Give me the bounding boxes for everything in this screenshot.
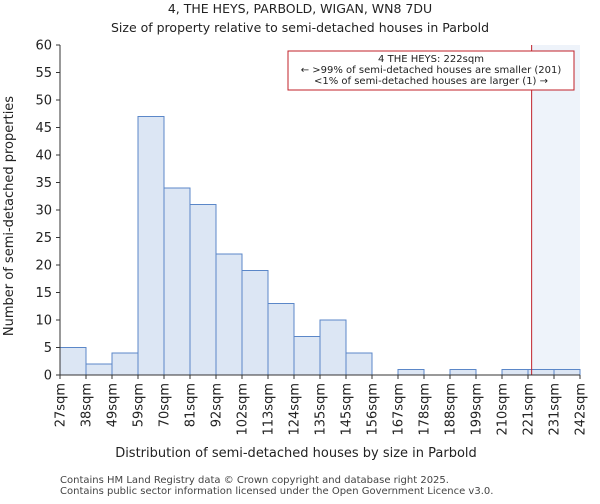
y-tick-label: 30 <box>35 204 52 219</box>
bar-70sqm <box>163 187 191 376</box>
bar-188sqm <box>449 369 477 376</box>
x-tick-label: 70sqm <box>158 383 173 427</box>
bar-124sqm <box>293 336 321 376</box>
bar-167sqm <box>397 369 425 376</box>
y-tick-label: 0 <box>44 369 52 384</box>
x-tick-label: 231sqm <box>548 383 563 436</box>
x-tick-label: 38sqm <box>80 383 95 427</box>
bar-92sqm <box>215 253 243 376</box>
chart-subtitle: Size of property relative to semi-detach… <box>111 20 489 35</box>
y-tick-label: 15 <box>35 286 52 301</box>
plot-area: 0 5 10 15 20 25 30 35 40 45 50 55 60 27sqm 38sqm 49sqm… <box>35 39 588 436</box>
annotation-border <box>287 50 575 91</box>
x-tick-label: 242sqm <box>574 383 589 436</box>
annotation-line-1: 4 THE HEYS: 222sqm <box>378 54 484 65</box>
x-tick-label: 27sqm <box>54 383 69 427</box>
x-tick-label: 178sqm <box>418 383 433 436</box>
y-tick-label: 25 <box>35 231 52 246</box>
x-tick-label: 81sqm <box>184 383 199 427</box>
bar-49sqm <box>111 352 139 376</box>
y-tick-label: 35 <box>35 176 52 191</box>
x-tick-label: 167sqm <box>392 383 407 436</box>
y-tick-label: 40 <box>35 149 52 164</box>
x-ticks: 27sqm 38sqm 49sqm 59sqm 70sqm 81sqm 92sqm 102sq… <box>54 375 589 436</box>
bar-113sqm <box>267 303 295 376</box>
x-tick-label: 102sqm <box>236 383 251 436</box>
bar-27sqm <box>59 347 87 376</box>
y-tick-label: 55 <box>35 66 52 81</box>
x-tick-label: 221sqm <box>522 383 537 436</box>
footer-line-2: Contains public sector information licen… <box>60 486 493 497</box>
bar-231sqm <box>553 369 581 376</box>
annotation-box: 4 THE HEYS: 222sqm ← >99% of semi-detach… <box>287 50 575 91</box>
larger-region-shade <box>531 45 580 375</box>
bar-210sqm <box>501 369 529 376</box>
x-tick-label: 135sqm <box>314 383 329 436</box>
chart-title: 4, THE HEYS, PARBOLD, WIGAN, WN8 7DU <box>168 1 432 16</box>
x-tick-label: 113sqm <box>262 383 277 436</box>
y-tick-label: 5 <box>44 341 52 356</box>
annotation-line-3: <1% of semi-detached houses are larger (… <box>314 76 548 87</box>
y-tick-label: 50 <box>35 94 52 109</box>
x-tick-label: 188sqm <box>444 383 459 436</box>
bar-38sqm <box>85 363 113 376</box>
x-axis-label: Distribution of semi-detached houses by … <box>115 446 477 461</box>
annotation-line-2: ← >99% of semi-detached houses are small… <box>301 65 562 76</box>
x-tick-label: 92sqm <box>210 383 225 427</box>
bars-group <box>59 116 581 376</box>
bar-102sqm <box>241 270 269 376</box>
footer-line-1: Contains HM Land Registry data © Crown c… <box>60 475 449 486</box>
bar-59sqm <box>137 116 165 376</box>
x-tick-label: 210sqm <box>496 383 511 436</box>
y-axis-label: Number of semi-detached properties <box>2 96 17 336</box>
y-tick-label: 10 <box>35 314 52 329</box>
bar-135sqm <box>319 319 347 376</box>
x-tick-label: 156sqm <box>366 383 381 436</box>
x-tick-label: 59sqm <box>132 383 147 427</box>
bar-81sqm <box>189 204 217 376</box>
y-tick-label: 60 <box>35 39 52 54</box>
x-tick-label: 145sqm <box>340 383 355 436</box>
y-ticks: 0 5 10 15 20 25 30 35 40 45 50 55 60 <box>35 39 60 384</box>
x-tick-label: 199sqm <box>470 383 485 436</box>
bar-145sqm <box>345 352 373 376</box>
x-tick-label: 124sqm <box>288 383 303 436</box>
y-tick-label: 45 <box>35 121 52 136</box>
x-tick-label: 49sqm <box>106 383 121 427</box>
y-tick-label: 20 <box>35 259 52 274</box>
